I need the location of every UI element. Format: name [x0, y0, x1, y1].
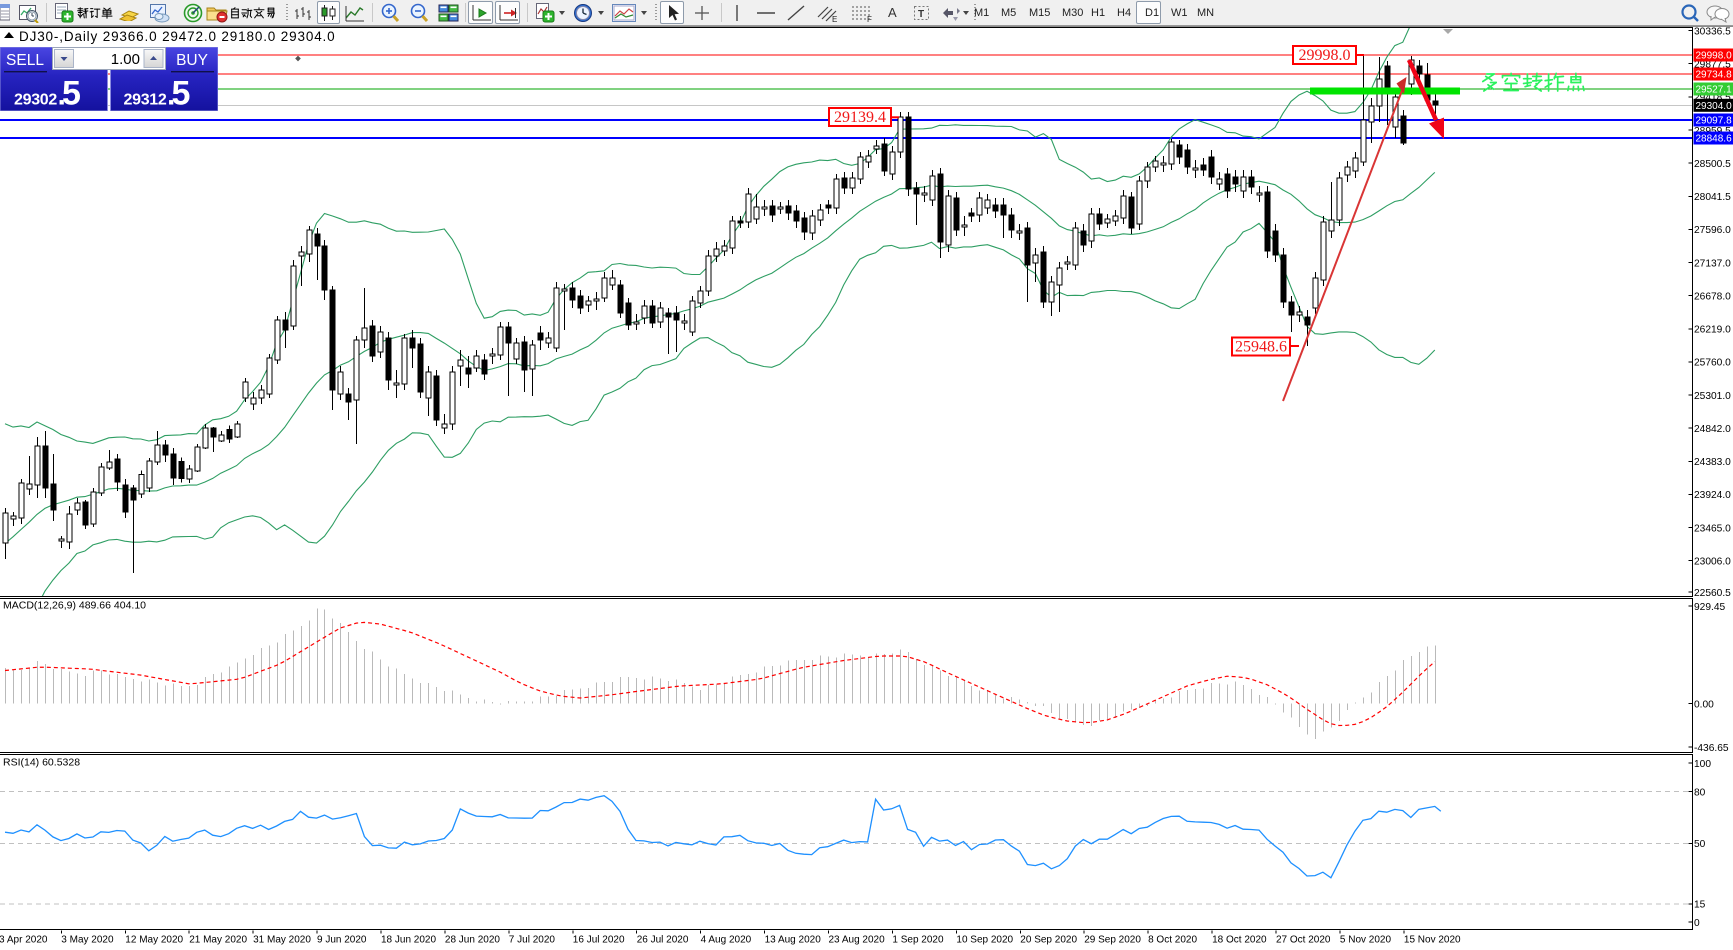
svg-text:29998.0: 29998.0	[1299, 47, 1351, 64]
svg-text:18 Jun 2020: 18 Jun 2020	[381, 935, 436, 946]
svg-text:10 Sep 2020: 10 Sep 2020	[956, 935, 1013, 946]
svg-text:29877.5: 29877.5	[1694, 60, 1731, 71]
svg-text:23924.0: 23924.0	[1694, 490, 1731, 501]
svg-text:23006.0: 23006.0	[1694, 557, 1731, 568]
svg-text:SELL: SELL	[6, 52, 44, 69]
svg-text:3 May 2020: 3 May 2020	[61, 935, 114, 946]
svg-text:25948.6: 25948.6	[1235, 339, 1287, 356]
svg-text:MACD(12,26,9) 489.66 404.10: MACD(12,26,9) 489.66 404.10	[3, 600, 146, 612]
svg-text:28848.6: 28848.6	[1696, 134, 1733, 145]
svg-text:23 Apr 2020: 23 Apr 2020	[0, 935, 48, 946]
svg-text:29312: 29312	[124, 92, 167, 109]
svg-text:.: .	[58, 79, 66, 112]
svg-text:16 Jul 2020: 16 Jul 2020	[573, 935, 625, 946]
svg-text:5: 5	[62, 75, 81, 112]
svg-text:8 Oct 2020: 8 Oct 2020	[1148, 935, 1197, 946]
svg-text:29 Sep 2020: 29 Sep 2020	[1084, 935, 1141, 946]
svg-text:28500.5: 28500.5	[1694, 159, 1731, 170]
svg-text:28959.5: 28959.5	[1694, 126, 1731, 137]
svg-text:23465.0: 23465.0	[1694, 523, 1731, 534]
svg-text:29304.0: 29304.0	[1696, 101, 1733, 112]
svg-text:29734.8: 29734.8	[1696, 70, 1733, 81]
svg-text:50: 50	[1694, 839, 1706, 850]
svg-text:24842.0: 24842.0	[1694, 424, 1731, 435]
svg-text:12 May 2020: 12 May 2020	[125, 935, 183, 946]
svg-text:0.00: 0.00	[1694, 699, 1714, 710]
svg-text:5 Nov 2020: 5 Nov 2020	[1340, 935, 1392, 946]
svg-text:30336.5: 30336.5	[1694, 26, 1731, 37]
svg-text:27596.0: 27596.0	[1694, 225, 1731, 236]
svg-text:18 Oct 2020: 18 Oct 2020	[1212, 935, 1267, 946]
svg-text:929.45: 929.45	[1694, 602, 1725, 613]
svg-text:29302: 29302	[14, 92, 57, 109]
svg-text:1.00: 1.00	[111, 51, 140, 68]
svg-text:25760.0: 25760.0	[1694, 358, 1731, 369]
svg-text:31 May 2020: 31 May 2020	[253, 935, 311, 946]
svg-text:F: F	[867, 15, 872, 23]
svg-text:24383.0: 24383.0	[1694, 457, 1731, 468]
svg-text:7 Jul 2020: 7 Jul 2020	[509, 935, 556, 946]
svg-text:5: 5	[172, 75, 191, 112]
svg-text:29527.1: 29527.1	[1696, 85, 1733, 96]
svg-text:0: 0	[1694, 918, 1700, 929]
svg-text:15 Nov 2020: 15 Nov 2020	[1404, 935, 1461, 946]
svg-text:27 Oct 2020: 27 Oct 2020	[1276, 935, 1331, 946]
svg-text:DJ30-,Daily 29366.0 29472.0 2: DJ30-,Daily 29366.0 29472.0 29180.0 2930…	[19, 29, 336, 44]
svg-text:27137.0: 27137.0	[1694, 258, 1731, 269]
svg-text:28041.5: 28041.5	[1694, 192, 1731, 203]
svg-text:26678.0: 26678.0	[1694, 292, 1731, 303]
svg-text:1 Sep 2020: 1 Sep 2020	[892, 935, 944, 946]
svg-text:29097.8: 29097.8	[1696, 116, 1733, 127]
svg-text:29139.4: 29139.4	[834, 109, 886, 126]
svg-text:29418.5: 29418.5	[1694, 93, 1731, 104]
svg-text:15: 15	[1694, 900, 1706, 911]
svg-text:-436.65: -436.65	[1694, 743, 1729, 754]
svg-text:RSI(14) 60.5328: RSI(14) 60.5328	[3, 757, 80, 769]
svg-text:28 Jun 2020: 28 Jun 2020	[445, 935, 500, 946]
svg-text:20 Sep 2020: 20 Sep 2020	[1020, 935, 1077, 946]
svg-text:22560.5: 22560.5	[1694, 588, 1731, 599]
svg-text:BUY: BUY	[176, 52, 208, 69]
svg-text:26219.0: 26219.0	[1694, 325, 1731, 336]
svg-text:26 Jul 2020: 26 Jul 2020	[637, 935, 689, 946]
svg-text:29998.0: 29998.0	[1696, 51, 1733, 62]
svg-text:13 Aug 2020: 13 Aug 2020	[765, 935, 822, 946]
svg-text:80: 80	[1694, 787, 1706, 798]
svg-text:4 Aug 2020: 4 Aug 2020	[701, 935, 752, 946]
svg-text:T: T	[918, 9, 924, 20]
svg-text:21 May 2020: 21 May 2020	[189, 935, 247, 946]
svg-text:100: 100	[1694, 759, 1711, 770]
svg-text:25301.0: 25301.0	[1694, 391, 1731, 402]
svg-text:23 Aug 2020: 23 Aug 2020	[829, 935, 886, 946]
svg-text:E: E	[832, 15, 837, 23]
svg-text:9 Jun 2020: 9 Jun 2020	[317, 935, 367, 946]
svg-text:.: .	[167, 79, 175, 112]
